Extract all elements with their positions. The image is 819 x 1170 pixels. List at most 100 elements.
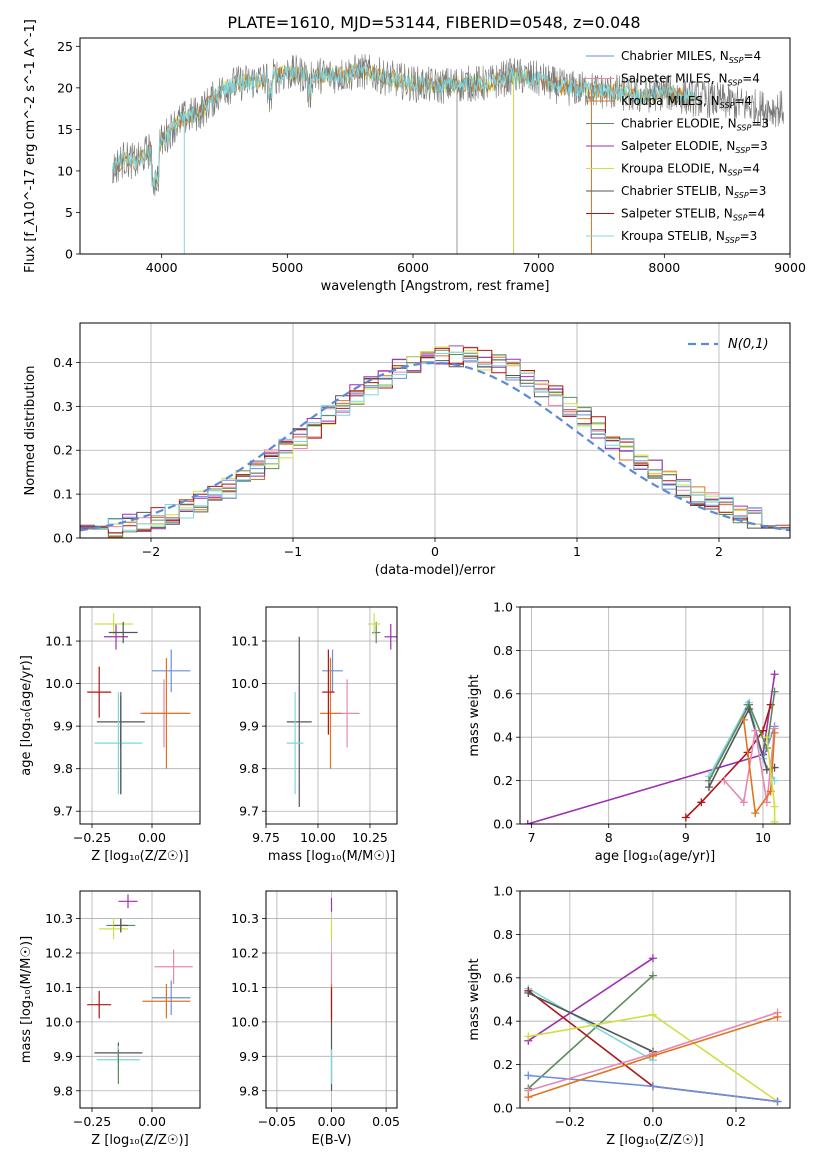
y-tick-label: 10.1 [45,634,73,649]
legend-value: =4 [743,49,761,63]
y-tick-label: 10.1 [45,980,73,995]
legend-label: Kroupa ELODIE, NSSP=4 [621,162,760,178]
legend-subscript: SSP [728,169,743,178]
y-tick-label: 0.4 [53,355,73,370]
series-point [524,1032,533,1041]
x-tick-label: 7000 [523,260,555,275]
x-tick-label: 10.25 [352,830,388,845]
y-tick-label: 0.0 [53,531,73,546]
massweight_vs_Z-frame [519,890,791,1109]
histogram-step [80,351,790,531]
x-tick-label: 6000 [397,260,429,275]
legend-label: Salpeter MILES, NSSP=4 [621,72,760,88]
series-point [751,726,760,735]
series-point [648,1010,657,1019]
x-axis-label: Z [log₁₀(Z/Z☉)] [606,1133,703,1148]
series-point [739,798,748,807]
x-tick-label: 2 [715,544,723,559]
legend-subscript: SSP [737,124,752,133]
y-tick-label: 9.8 [53,761,73,776]
age_vs_Z-points [87,613,191,795]
x-tick-label: 0 [431,544,439,559]
y-tick-label: 10.0 [231,1014,259,1029]
x-tick-label: −0.25 [73,830,111,845]
y-tick-label: 10.3 [231,911,259,926]
x-tick-label: −0.2 [555,1114,585,1129]
y-tick-label: 10.2 [45,946,73,961]
y-tick-label: 9.8 [53,1083,73,1098]
series-point [770,817,779,824]
y-tick-label: 0.2 [53,443,73,458]
legend-value: =3 [751,117,769,131]
series-point [751,809,760,818]
spectrum-frame [79,37,791,255]
series-point [524,1071,533,1080]
x-tick-label: 0.00 [138,830,166,845]
y-tick-label: 10.3 [45,911,73,926]
x-tick-label: −1 [284,544,302,559]
series-point [745,704,754,713]
series-point [705,783,713,792]
age_vs_Z-axes: −0.25 0.00 9.7 9.8 9.9 10.0 10.1 Z [log₁₀(Z/Z☉)… [19,607,200,864]
series-point [770,728,779,737]
spectrum-line [112,64,696,188]
series-line [527,987,654,1061]
series-line [527,957,654,1042]
x-tick-label: −0.05 [258,1114,296,1129]
legend-value: =4 [734,94,752,108]
x-tick-label: 7 [528,830,536,845]
mass_vs_Z-points [87,894,193,1084]
legend-subscript: SSP [733,214,748,223]
residuals-frame [79,322,791,539]
x-tick-label: 10 [755,830,771,845]
legend-value: =3 [749,184,767,198]
y-tick-label: 15 [57,122,73,137]
legend-subscript: SSP [734,191,749,200]
figure-title: PLATE=1610, MJD=53144, FIBERID=0548, z=0… [227,13,640,32]
y-tick-label: 9.8 [239,1083,259,1098]
legend-label: Chabrier MILES, NSSP=4 [621,49,761,65]
y-tick-label: 0.2 [493,773,513,788]
y-tick-label: 0 [65,247,73,262]
x-tick-label: 0.00 [318,1114,346,1129]
y-axis-label: mass weight [467,958,482,1040]
y-tick-label: 9.9 [239,1049,259,1064]
series-line [527,992,654,1053]
age_vs_Z-frame [79,606,201,825]
x-axis-label: E(B-V) [311,1133,351,1148]
x-tick-label: 1 [573,544,581,559]
series-point [720,776,729,785]
legend-subscript: SSP [735,146,750,155]
y-tick-label: 9.7 [53,804,73,819]
x-axis-label: mass [log₁₀(M/M☉)] [268,849,395,864]
legend-value: =4 [742,72,760,86]
y-axis-label: mass [log₁₀(M/M☉)] [19,936,34,1063]
series-point [770,687,779,696]
y-axis-label: Flux [f_λ10^-17 erg cm^-2 s^-1 A^-1] [23,19,38,273]
age_vs_mass-axes: 9.75 10.00 10.25 9.7 9.8 9.9 10.0 10.1 mass [log… [231,607,397,864]
x-tick-label: 8000 [648,260,680,275]
legend-subscript: SSP [728,79,743,88]
series-line [527,975,654,1090]
legend-value: =4 [747,207,765,221]
x-tick-label: 10.00 [300,830,336,845]
series-point [770,802,779,811]
series-line [708,691,776,781]
x-tick-label: 9 [682,830,690,845]
y-tick-label: 0.0 [493,817,513,832]
series-point [762,744,771,753]
series-line [742,719,776,816]
series-point [762,798,771,807]
y-tick-label: 1.0 [493,884,513,899]
x-axis-label: (data-model)/error [375,563,496,578]
series-point [524,1093,533,1102]
x-tick-label: −2 [142,544,160,559]
series-point [648,1082,657,1091]
legend-label: Chabrier ELODIE, NSSP=3 [621,117,769,133]
y-tick-label: 0.3 [53,399,73,414]
y-tick-label: 0.2 [493,1057,513,1072]
age_vs_mass-frame [265,606,398,825]
legend-subscript: SSP [720,101,735,110]
x-tick-label: 9000 [774,260,806,275]
normal-curve [80,361,790,532]
